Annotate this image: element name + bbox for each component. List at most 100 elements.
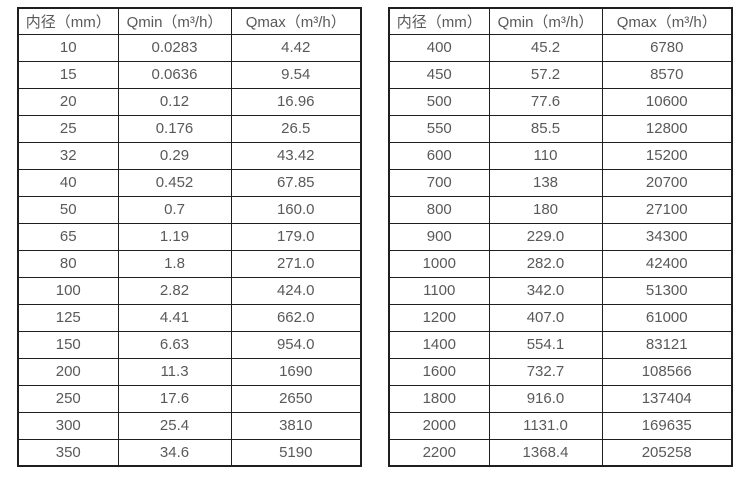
cell-diameter: 20 <box>17 87 119 116</box>
spec-table-large-diameters: 内径（mm） Qmin（m³/h） Qmax（m³/h） 400 45.2 6780… <box>388 7 733 467</box>
table-row: 100 2.82 424.0 <box>17 276 362 305</box>
spec-table-small-diameters: 内径（mm） Qmin（m³/h） Qmax（m³/h） 10 0.0283 4.4… <box>17 7 362 467</box>
cell-qmin: 1.19 <box>117 222 232 251</box>
table-body: 400 45.2 6780 450 57.2 8570 500 77.6 10600 550 85.… <box>388 33 733 467</box>
table-row: 10 0.0283 4.42 <box>17 33 362 62</box>
cell-qmax: 27100 <box>601 195 733 224</box>
table-row: 250 17.6 2650 <box>17 384 362 413</box>
cell-diameter: 100 <box>17 276 119 305</box>
cell-qmin: 0.12 <box>117 87 232 116</box>
cell-qmin: 407.0 <box>488 303 603 332</box>
cell-qmax: 108566 <box>601 357 733 386</box>
cell-qmax: 12800 <box>601 114 733 143</box>
table-row: 1800 916.0 137404 <box>388 384 733 413</box>
cell-diameter: 300 <box>17 411 119 440</box>
cell-qmax: 42400 <box>601 249 733 278</box>
cell-qmin: 282.0 <box>488 249 603 278</box>
table-row: 80 1.8 271.0 <box>17 249 362 278</box>
table-row: 65 1.19 179.0 <box>17 222 362 251</box>
cell-diameter: 550 <box>388 114 490 143</box>
cell-qmax: 16.96 <box>230 87 362 116</box>
table-row: 200 11.3 1690 <box>17 357 362 386</box>
cell-qmax: 6780 <box>601 33 733 62</box>
cell-diameter: 250 <box>17 384 119 413</box>
cell-qmax: 179.0 <box>230 222 362 251</box>
table-row: 25 0.176 26.5 <box>17 114 362 143</box>
column-header-diameter: 内径（mm） <box>388 7 490 35</box>
cell-qmin: 138 <box>488 168 603 197</box>
cell-diameter: 65 <box>17 222 119 251</box>
table-row: 1600 732.7 108566 <box>388 357 733 386</box>
cell-qmin: 916.0 <box>488 384 603 413</box>
cell-qmax: 83121 <box>601 330 733 359</box>
cell-qmax: 271.0 <box>230 249 362 278</box>
cell-diameter: 1100 <box>388 276 490 305</box>
cell-diameter: 450 <box>388 60 490 89</box>
cell-qmin: 229.0 <box>488 222 603 251</box>
cell-qmax: 26.5 <box>230 114 362 143</box>
table-row: 40 0.452 67.85 <box>17 168 362 197</box>
table-row: 20 0.12 16.96 <box>17 87 362 116</box>
cell-qmin: 0.29 <box>117 141 232 170</box>
cell-qmax: 61000 <box>601 303 733 332</box>
cell-qmax: 1690 <box>230 357 362 386</box>
table-row: 600 110 15200 <box>388 141 733 170</box>
cell-diameter: 10 <box>17 33 119 62</box>
cell-qmax: 954.0 <box>230 330 362 359</box>
table-row: 1000 282.0 42400 <box>388 249 733 278</box>
table-row: 300 25.4 3810 <box>17 411 362 440</box>
table-row: 1400 554.1 83121 <box>388 330 733 359</box>
table-row: 2000 1131.0 169635 <box>388 411 733 440</box>
table-header-row: 内径（mm） Qmin（m³/h） Qmax（m³/h） <box>388 7 733 35</box>
cell-qmin: 45.2 <box>488 33 603 62</box>
cell-qmax: 3810 <box>230 411 362 440</box>
table-row: 2200 1368.4 205258 <box>388 438 733 467</box>
cell-qmin: 1131.0 <box>488 411 603 440</box>
cell-qmin: 34.6 <box>117 438 232 467</box>
cell-diameter: 2000 <box>388 411 490 440</box>
cell-diameter: 50 <box>17 195 119 224</box>
cell-qmin: 0.7 <box>117 195 232 224</box>
cell-qmax: 169635 <box>601 411 733 440</box>
cell-qmin: 554.1 <box>488 330 603 359</box>
cell-qmax: 43.42 <box>230 141 362 170</box>
table-header-row: 内径（mm） Qmin（m³/h） Qmax（m³/h） <box>17 7 362 35</box>
cell-qmin: 4.41 <box>117 303 232 332</box>
cell-qmax: 34300 <box>601 222 733 251</box>
column-header-qmax: Qmax（m³/h） <box>230 7 362 35</box>
cell-qmax: 424.0 <box>230 276 362 305</box>
cell-diameter: 200 <box>17 357 119 386</box>
cell-qmin: 6.63 <box>117 330 232 359</box>
table-row: 900 229.0 34300 <box>388 222 733 251</box>
cell-qmin: 1.8 <box>117 249 232 278</box>
cell-qmin: 110 <box>488 141 603 170</box>
table-row: 50 0.7 160.0 <box>17 195 362 224</box>
cell-diameter: 80 <box>17 249 119 278</box>
table-row: 350 34.6 5190 <box>17 438 362 467</box>
cell-qmax: 67.85 <box>230 168 362 197</box>
cell-diameter: 1400 <box>388 330 490 359</box>
cell-diameter: 1600 <box>388 357 490 386</box>
table-row: 550 85.5 12800 <box>388 114 733 143</box>
cell-diameter: 800 <box>388 195 490 224</box>
table-row: 1100 342.0 51300 <box>388 276 733 305</box>
cell-qmax: 20700 <box>601 168 733 197</box>
cell-qmin: 1368.4 <box>488 438 603 467</box>
cell-diameter: 500 <box>388 87 490 116</box>
cell-diameter: 1200 <box>388 303 490 332</box>
cell-qmax: 4.42 <box>230 33 362 62</box>
cell-diameter: 600 <box>388 141 490 170</box>
table-row: 125 4.41 662.0 <box>17 303 362 332</box>
table-row: 400 45.2 6780 <box>388 33 733 62</box>
column-header-qmin: Qmin（m³/h） <box>488 7 603 35</box>
cell-qmax: 9.54 <box>230 60 362 89</box>
table-row: 450 57.2 8570 <box>388 60 733 89</box>
table-row: 15 0.0636 9.54 <box>17 60 362 89</box>
cell-qmax: 205258 <box>601 438 733 467</box>
table-row: 500 77.6 10600 <box>388 87 733 116</box>
table-row: 150 6.63 954.0 <box>17 330 362 359</box>
cell-qmax: 662.0 <box>230 303 362 332</box>
cell-qmax: 2650 <box>230 384 362 413</box>
column-header-qmax: Qmax（m³/h） <box>601 7 733 35</box>
